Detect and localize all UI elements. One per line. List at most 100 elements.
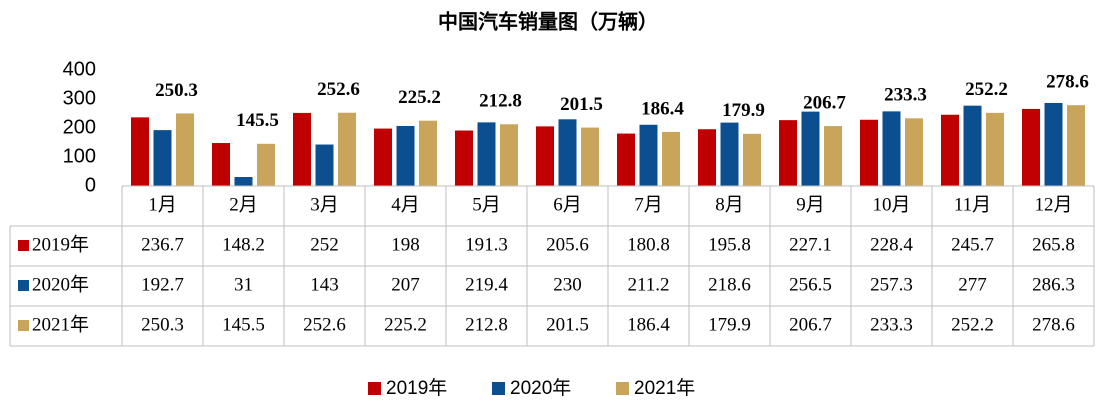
bar [801,111,820,186]
y-tick-label: 0 [85,174,96,196]
table-cell: 227.1 [789,234,832,255]
bar [639,124,658,186]
x-tick-label: 1月 [148,194,177,215]
data-label: 278.6 [1046,72,1089,93]
data-label: 233.3 [884,85,927,106]
bar [720,122,739,186]
bar [131,117,149,186]
data-label: 225.2 [398,87,441,108]
data-label: 212.8 [479,91,522,112]
bar [662,131,680,186]
bar [941,114,959,186]
legend-swatch [616,382,629,395]
bar [963,105,982,186]
legend-swatch [368,382,381,395]
bar [824,126,842,186]
table-cell: 278.6 [1032,314,1075,335]
table-cell: 230 [553,274,582,295]
table-cell: 148.2 [222,234,265,255]
bar [558,119,577,186]
table-cell: 191.3 [465,234,508,255]
table-cell: 228.4 [870,234,913,255]
table-cell: 252 [310,234,339,255]
table-cell: 198 [391,234,420,255]
bar [396,125,415,186]
x-tick-label: 12月 [1034,194,1072,215]
bar [419,120,437,186]
table-cell: 225.2 [384,314,427,335]
legend-label: 2021年 [634,377,695,399]
table-cell: 205.6 [546,234,589,255]
bar [374,128,392,186]
bar [743,133,761,186]
table-cell: 286.3 [1032,274,1075,295]
table-cell: 206.7 [789,314,832,335]
table-cell: 265.8 [1032,234,1075,255]
table-cell: 219.4 [465,274,508,295]
bar [212,143,230,186]
table-cell: 180.8 [627,234,670,255]
x-tick-label: 10月 [872,194,910,215]
data-label: 252.6 [317,79,360,100]
bar [1067,105,1085,186]
table-cell: 256.5 [789,274,832,295]
data-label: 250.3 [155,80,198,101]
x-tick-label: 4月 [391,194,420,215]
table-cell: 179.9 [708,314,751,335]
table-cell: 252.6 [303,314,346,335]
y-tick-label: 400 [63,58,96,80]
bar [536,126,554,186]
x-tick-label: 8月 [715,194,744,215]
row-header: 2020年 [32,273,89,295]
legend-swatch [18,320,29,331]
y-tick-label: 100 [63,145,96,167]
bar [860,119,878,186]
legend-swatch [492,382,505,395]
table-cell: 195.8 [708,234,751,255]
row-header: 2019年 [32,233,89,255]
bar [153,130,172,186]
table-cell: 145.5 [222,314,265,335]
bar [581,127,599,186]
table-cell: 218.6 [708,274,751,295]
x-tick-label: 5月 [472,194,501,215]
legend-label: 2020年 [510,377,571,399]
bar [1022,108,1040,186]
x-tick-label: 11月 [954,194,991,215]
bar [779,120,797,186]
table-cell: 31 [234,274,253,295]
bar [293,112,311,186]
table-cell: 233.3 [870,314,913,335]
table-cell: 250.3 [141,314,184,335]
table-cell: 257.3 [870,274,913,295]
bar [234,177,253,186]
bar [257,143,275,186]
data-label: 252.2 [965,79,1008,100]
bar [882,111,901,186]
bar [698,129,716,186]
table-cell: 201.5 [546,314,589,335]
table-cell: 143 [310,274,339,295]
x-tick-label: 6月 [553,194,582,215]
table-cell: 207 [391,274,420,295]
table-cell: 211.2 [627,274,669,295]
data-label: 201.5 [560,94,603,115]
table-cell: 192.7 [141,274,184,295]
x-tick-label: 7月 [634,194,663,215]
legend-swatch [18,240,29,251]
row-header: 2021年 [32,313,89,335]
y-tick-label: 300 [63,87,96,109]
bar [905,118,923,186]
bar [1044,102,1063,186]
table-cell: 236.7 [141,234,184,255]
x-tick-label: 2月 [229,194,258,215]
bar [477,122,496,186]
bar [176,113,194,186]
x-tick-label: 9月 [796,194,825,215]
y-tick-label: 200 [63,116,96,138]
data-label: 179.9 [722,100,765,121]
data-label: 145.5 [236,110,279,131]
table-cell: 277 [958,274,987,295]
bar [500,124,518,186]
